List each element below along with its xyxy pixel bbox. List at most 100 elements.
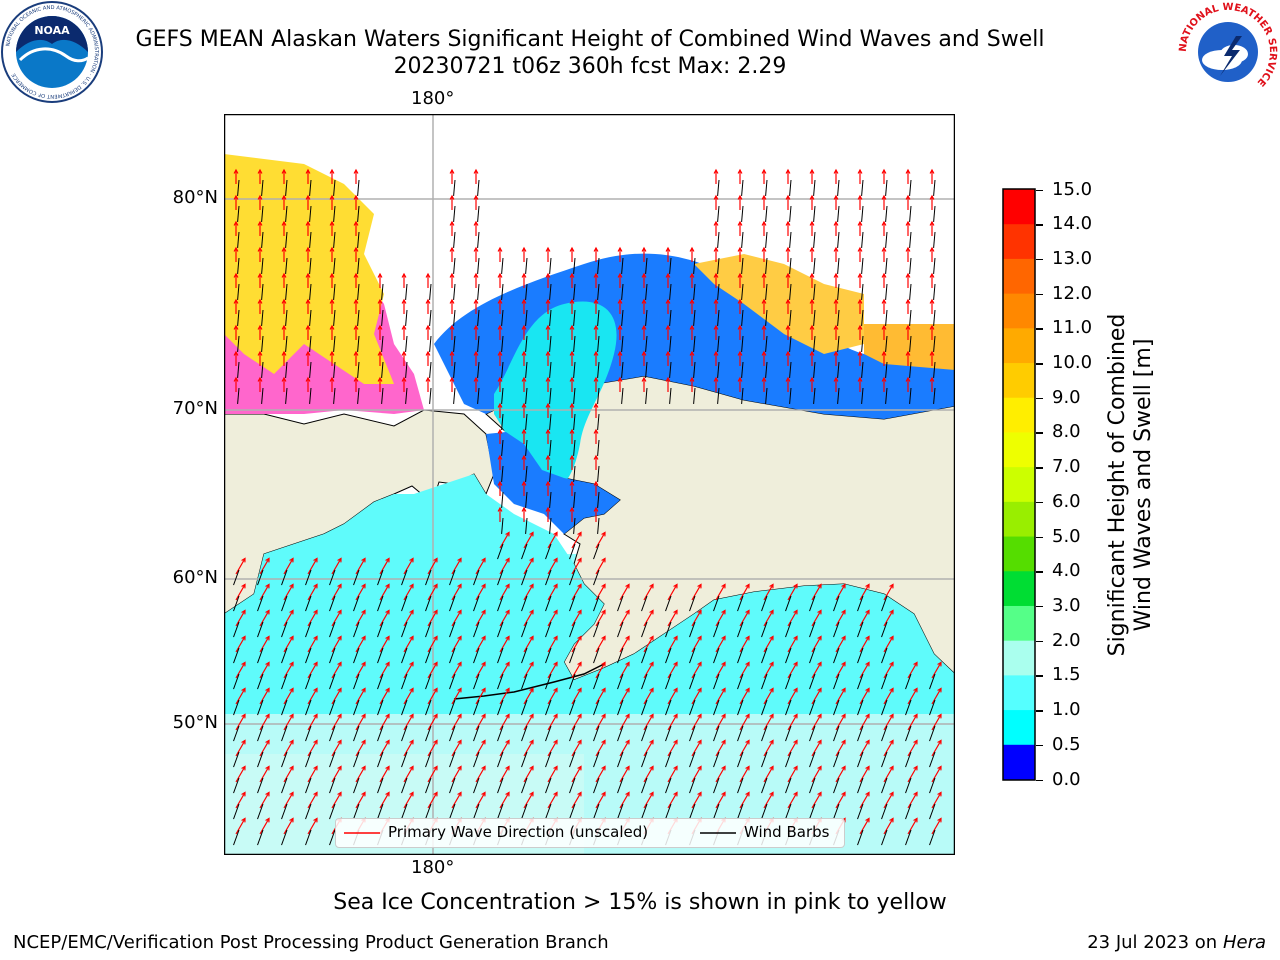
wind-barb — [645, 335, 648, 352]
wave-arrow — [451, 610, 462, 627]
colorbar-band — [1003, 363, 1035, 399]
wave-arrow — [811, 636, 822, 653]
wave-arrow — [355, 792, 366, 809]
wave-arrow-head — [505, 739, 510, 745]
wave-arrow-head — [409, 713, 414, 719]
wave-arrow — [523, 636, 534, 653]
wave-arrow — [691, 688, 702, 705]
wave-arrow-head — [505, 661, 510, 667]
wave-arrow-head — [281, 298, 287, 304]
wave-arrow-head — [497, 454, 503, 460]
wave-arrow-head — [593, 454, 599, 460]
wind-barb — [305, 829, 312, 846]
wind-barb — [617, 751, 624, 768]
colorbar-band — [1003, 605, 1035, 642]
wave-arrow — [643, 714, 654, 731]
wave-arrow — [451, 792, 462, 809]
wave-arrow-head — [593, 272, 599, 278]
wave-arrow — [283, 740, 294, 757]
wave-arrow-head — [793, 713, 798, 719]
wind-barb — [521, 569, 528, 586]
wave-arrow — [907, 792, 918, 809]
wave-arrow-head — [865, 817, 870, 823]
wave-arrow-head — [337, 583, 342, 589]
wave-arrow-head — [881, 220, 887, 226]
wave-arrow — [571, 636, 582, 653]
wind-barb — [885, 179, 888, 196]
wave-arrow — [763, 636, 774, 653]
wind-barb — [285, 179, 288, 196]
wave-arrow-head — [361, 713, 366, 719]
wave-arrow — [235, 688, 246, 705]
wave-arrow — [931, 818, 942, 835]
wind-barb — [525, 439, 528, 456]
wind-barb — [669, 257, 672, 274]
wave-arrow — [475, 584, 486, 601]
wind-barb — [329, 803, 336, 820]
wave-arrow-head — [521, 454, 527, 460]
lon-label-bottom: 180° — [411, 857, 455, 878]
wave-arrow-head — [305, 324, 311, 330]
wind-barb — [353, 751, 360, 768]
wind-barb — [425, 569, 432, 586]
wave-arrow-head — [857, 272, 863, 278]
wave-arrow-head — [721, 791, 726, 797]
wind-barb — [377, 569, 384, 586]
wind-barb — [281, 647, 288, 664]
wave-arrow-head — [913, 765, 918, 771]
wave-arrow-head — [313, 557, 318, 563]
wind-barb — [569, 647, 576, 664]
wave-arrow — [307, 766, 318, 783]
wind-barb — [789, 257, 792, 274]
wind-barb — [737, 751, 744, 768]
wind-barb — [237, 179, 240, 196]
wave-arrow-head — [745, 765, 750, 771]
wind-barb — [309, 179, 312, 196]
wind-barb — [285, 309, 288, 326]
wave-arrow-head — [257, 324, 263, 330]
wind-barb — [449, 777, 456, 794]
wave-arrow-head — [737, 324, 743, 330]
wind-barb — [501, 387, 504, 404]
wave-arrow-head — [857, 194, 863, 200]
wave-arrow — [451, 766, 462, 783]
wind-barb — [933, 335, 936, 352]
wind-barb — [813, 257, 816, 274]
wave-arrow-head — [937, 791, 942, 797]
wave-arrow-head — [361, 609, 366, 615]
wave-arrow-head — [337, 739, 342, 745]
wave-arrow-head — [601, 765, 606, 771]
wave-arrow-head — [809, 350, 815, 356]
wave-arrow — [235, 558, 246, 575]
wave-arrow-head — [353, 194, 359, 200]
wave-arrow-head — [577, 609, 582, 615]
wave-arrow-head — [793, 583, 798, 589]
wave-arrow — [259, 636, 270, 653]
wave-height-map[interactable] — [224, 114, 955, 855]
wave-arrow-head — [329, 350, 335, 356]
wind-barb — [857, 725, 864, 742]
wind-barb — [357, 335, 360, 352]
wave-arrow — [307, 610, 318, 627]
wave-arrow — [259, 766, 270, 783]
wave-arrow — [571, 558, 582, 575]
wind-barb — [809, 647, 816, 664]
wind-barb — [521, 673, 528, 690]
wave-arrow — [355, 610, 366, 627]
wave-arrow-head — [265, 609, 270, 615]
wind-barb — [885, 309, 888, 326]
wind-barb — [597, 309, 600, 326]
wave-arrow-head — [281, 324, 287, 330]
wind-barb — [453, 257, 456, 274]
wave-arrow-head — [553, 531, 558, 537]
wave-arrow-head — [241, 687, 246, 693]
wind-barb — [885, 387, 888, 404]
wind-barb — [857, 803, 864, 820]
wind-barb — [545, 803, 552, 820]
wave-arrow — [283, 636, 294, 653]
wave-arrow-head — [721, 635, 726, 641]
wind-barb — [573, 439, 576, 456]
wave-arrow-head — [529, 635, 534, 641]
wave-arrow-head — [257, 376, 263, 382]
wave-arrow — [811, 688, 822, 705]
